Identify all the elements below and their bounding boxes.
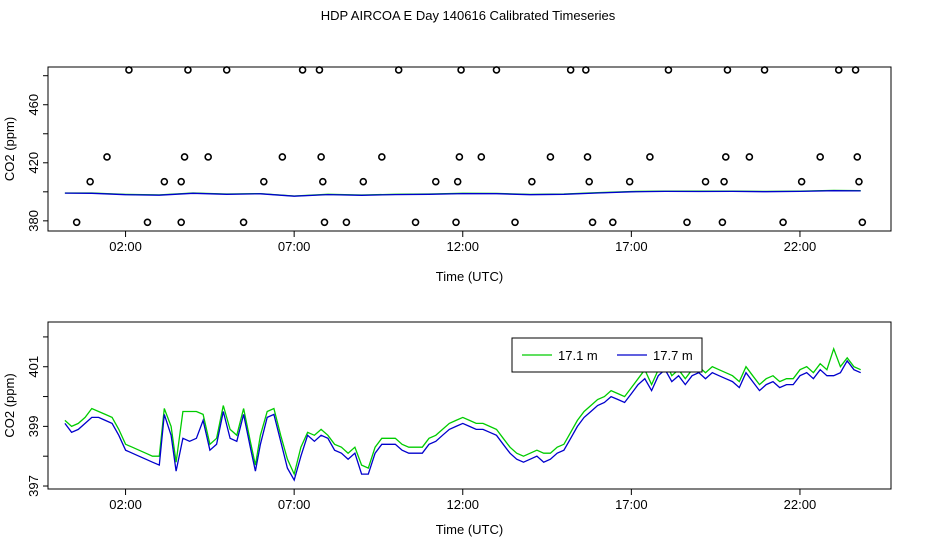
data-point bbox=[177, 177, 185, 186]
data-point bbox=[160, 177, 169, 186]
y-tick-label: 399 bbox=[26, 416, 41, 438]
data-point bbox=[511, 218, 519, 227]
y-tick-label: 380 bbox=[26, 210, 41, 232]
data-point bbox=[359, 177, 368, 186]
x-tick-label: 22:00 bbox=[784, 239, 817, 254]
data-point bbox=[528, 177, 536, 186]
data-point bbox=[143, 218, 152, 227]
y-tick-label: 420 bbox=[26, 152, 41, 174]
data-point bbox=[477, 153, 486, 161]
data-point bbox=[455, 153, 464, 161]
data-point bbox=[317, 153, 325, 161]
y-axis-label: CO2 (ppm) bbox=[2, 373, 17, 437]
data-point bbox=[646, 153, 654, 161]
data-point bbox=[378, 153, 386, 161]
x-tick-label: 02:00 bbox=[109, 239, 142, 254]
data-point bbox=[492, 66, 501, 74]
data-point bbox=[177, 218, 185, 227]
data-point bbox=[546, 153, 555, 161]
data-point bbox=[723, 66, 732, 74]
data-point bbox=[239, 218, 248, 227]
y-tick-label: 401 bbox=[26, 356, 41, 378]
data-point bbox=[718, 218, 727, 227]
x-tick-label: 02:00 bbox=[109, 497, 142, 512]
data-point bbox=[180, 153, 189, 161]
data-point bbox=[319, 177, 327, 186]
x-tick-label: 22:00 bbox=[784, 497, 817, 512]
data-point bbox=[103, 153, 111, 161]
data-point bbox=[583, 153, 592, 161]
data-point bbox=[834, 66, 843, 74]
legend-label: 17.7 m bbox=[653, 348, 693, 363]
data-point bbox=[315, 66, 324, 74]
data-point bbox=[588, 218, 597, 227]
data-point bbox=[566, 66, 575, 74]
x-axis-label: Time (UTC) bbox=[436, 522, 503, 537]
series-line-1 bbox=[64, 346, 861, 477]
data-point bbox=[664, 66, 673, 74]
y-tick-label: 460 bbox=[26, 94, 41, 116]
data-point bbox=[721, 153, 730, 161]
y-tick-label: 397 bbox=[26, 475, 41, 497]
data-point bbox=[609, 218, 617, 227]
data-point bbox=[625, 177, 634, 186]
data-point bbox=[453, 177, 462, 186]
x-tick-label: 17:00 bbox=[615, 497, 648, 512]
data-point bbox=[411, 218, 420, 227]
data-point bbox=[278, 153, 287, 161]
series-line-3 bbox=[64, 190, 861, 197]
data-point bbox=[683, 218, 691, 227]
data-point bbox=[394, 66, 403, 74]
data-point bbox=[855, 177, 863, 186]
data-point bbox=[184, 66, 192, 74]
data-point bbox=[298, 66, 307, 74]
x-tick-label: 07:00 bbox=[278, 497, 311, 512]
plot-frame-1 bbox=[47, 66, 892, 232]
x-tick-label: 12:00 bbox=[446, 239, 479, 254]
data-point bbox=[320, 218, 329, 227]
data-point bbox=[858, 218, 867, 227]
data-point bbox=[720, 177, 728, 186]
x-axis-label: Time (UTC) bbox=[436, 269, 503, 284]
data-point bbox=[125, 66, 133, 74]
data-point bbox=[582, 66, 590, 74]
plot-frame-2 bbox=[47, 321, 892, 490]
data-point bbox=[72, 218, 81, 227]
legend-label: 17.1 m bbox=[558, 348, 598, 363]
data-point bbox=[816, 153, 824, 161]
data-point bbox=[797, 177, 806, 186]
data-point bbox=[431, 177, 440, 186]
data-point bbox=[342, 218, 351, 227]
data-point bbox=[204, 153, 212, 161]
data-point bbox=[701, 177, 710, 186]
data-point bbox=[222, 66, 231, 74]
data-point bbox=[851, 66, 860, 74]
x-tick-label: 07:00 bbox=[278, 239, 311, 254]
data-point bbox=[260, 177, 268, 186]
data-point bbox=[452, 218, 460, 227]
data-point bbox=[585, 177, 594, 186]
x-tick-label: 17:00 bbox=[615, 239, 648, 254]
series-line-2 bbox=[64, 359, 861, 482]
x-tick-label: 12:00 bbox=[446, 497, 479, 512]
data-point bbox=[779, 218, 787, 227]
data-point bbox=[853, 153, 862, 161]
data-point bbox=[745, 153, 754, 161]
data-point bbox=[86, 177, 94, 186]
data-point bbox=[760, 66, 769, 74]
data-point bbox=[457, 66, 465, 74]
y-axis-label: CO2 (ppm) bbox=[2, 117, 17, 181]
chart-title: HDP AIRCOA E Day 140616 Calibrated Times… bbox=[320, 8, 616, 23]
